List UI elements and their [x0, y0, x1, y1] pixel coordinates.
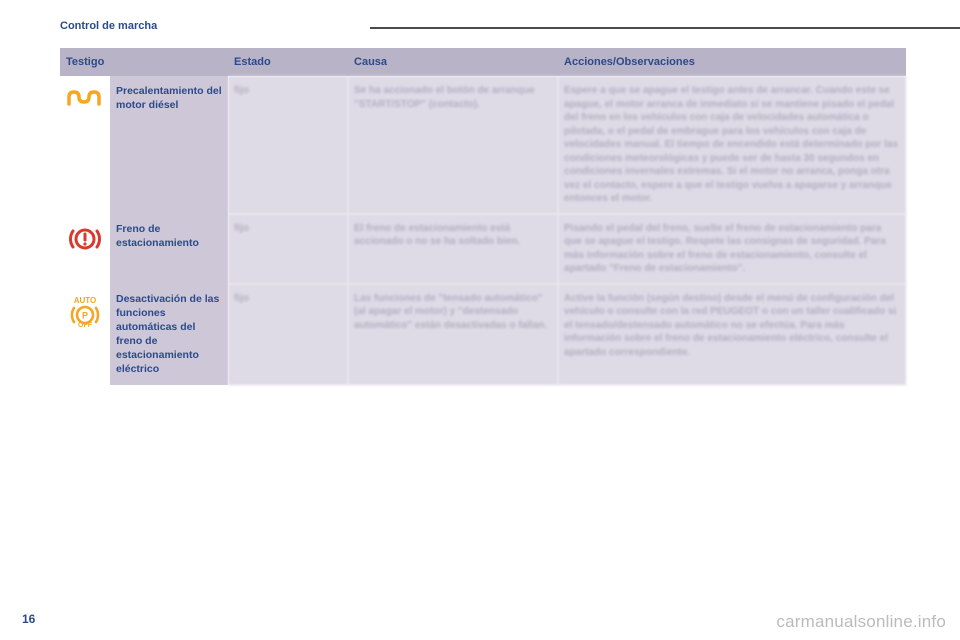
indicator-actions: Pisando el pedal del freno, suelte el fr… [558, 214, 906, 284]
indicator-name: Desactivación de las funciones automátic… [110, 284, 228, 385]
parking-brake-icon [66, 224, 104, 254]
preheat-coil-icon [66, 86, 104, 108]
indicator-cause: El freno de estacionamiento está acciona… [348, 214, 558, 284]
indicator-state: fijo [228, 284, 348, 385]
page-number: 16 [22, 612, 35, 626]
table-row: Freno de estacionamiento fijo El freno d… [60, 214, 906, 284]
table-header-row: Testigo Estado Causa Acciones/Observacio… [60, 48, 906, 76]
indicator-name: Precalentamiento del motor diésel [110, 76, 228, 214]
indicator-state: fijo [228, 214, 348, 284]
indicator-state: fijo [228, 76, 348, 214]
header-causa: Causa [348, 48, 558, 76]
icon-cell [60, 76, 110, 214]
table-row: Precalentamiento del motor diésel fijo S… [60, 76, 906, 214]
icon-cell [60, 214, 110, 284]
section-title: Control de marcha [60, 20, 906, 32]
auto-parking-brake-off-icon: AUTO P OFF [66, 294, 104, 328]
header-estado: Estado [228, 48, 348, 76]
svg-text:OFF: OFF [78, 322, 93, 328]
header-testigo: Testigo [60, 48, 228, 76]
svg-text:AUTO: AUTO [74, 296, 97, 305]
icon-cell: AUTO P OFF [60, 284, 110, 385]
warning-lights-table: Testigo Estado Causa Acciones/Observacio… [60, 48, 906, 385]
indicator-cause: Se ha accionado el botón de arranque "ST… [348, 76, 558, 214]
header-acciones: Acciones/Observaciones [558, 48, 906, 76]
table-row: AUTO P OFF Desactivación de las funcione… [60, 284, 906, 385]
indicator-actions: Espere a que se apague el testigo antes … [558, 76, 906, 214]
watermark: carmanualsonline.info [776, 612, 946, 632]
indicator-cause: Las funciones de "tensado automático" (a… [348, 284, 558, 385]
header-rule [370, 27, 960, 29]
indicator-actions: Active la función (según destino) desde … [558, 284, 906, 385]
svg-text:P: P [82, 310, 88, 320]
indicator-name: Freno de estacionamiento [110, 214, 228, 284]
manual-page: Control de marcha Testigo Estado Causa A… [0, 0, 960, 640]
